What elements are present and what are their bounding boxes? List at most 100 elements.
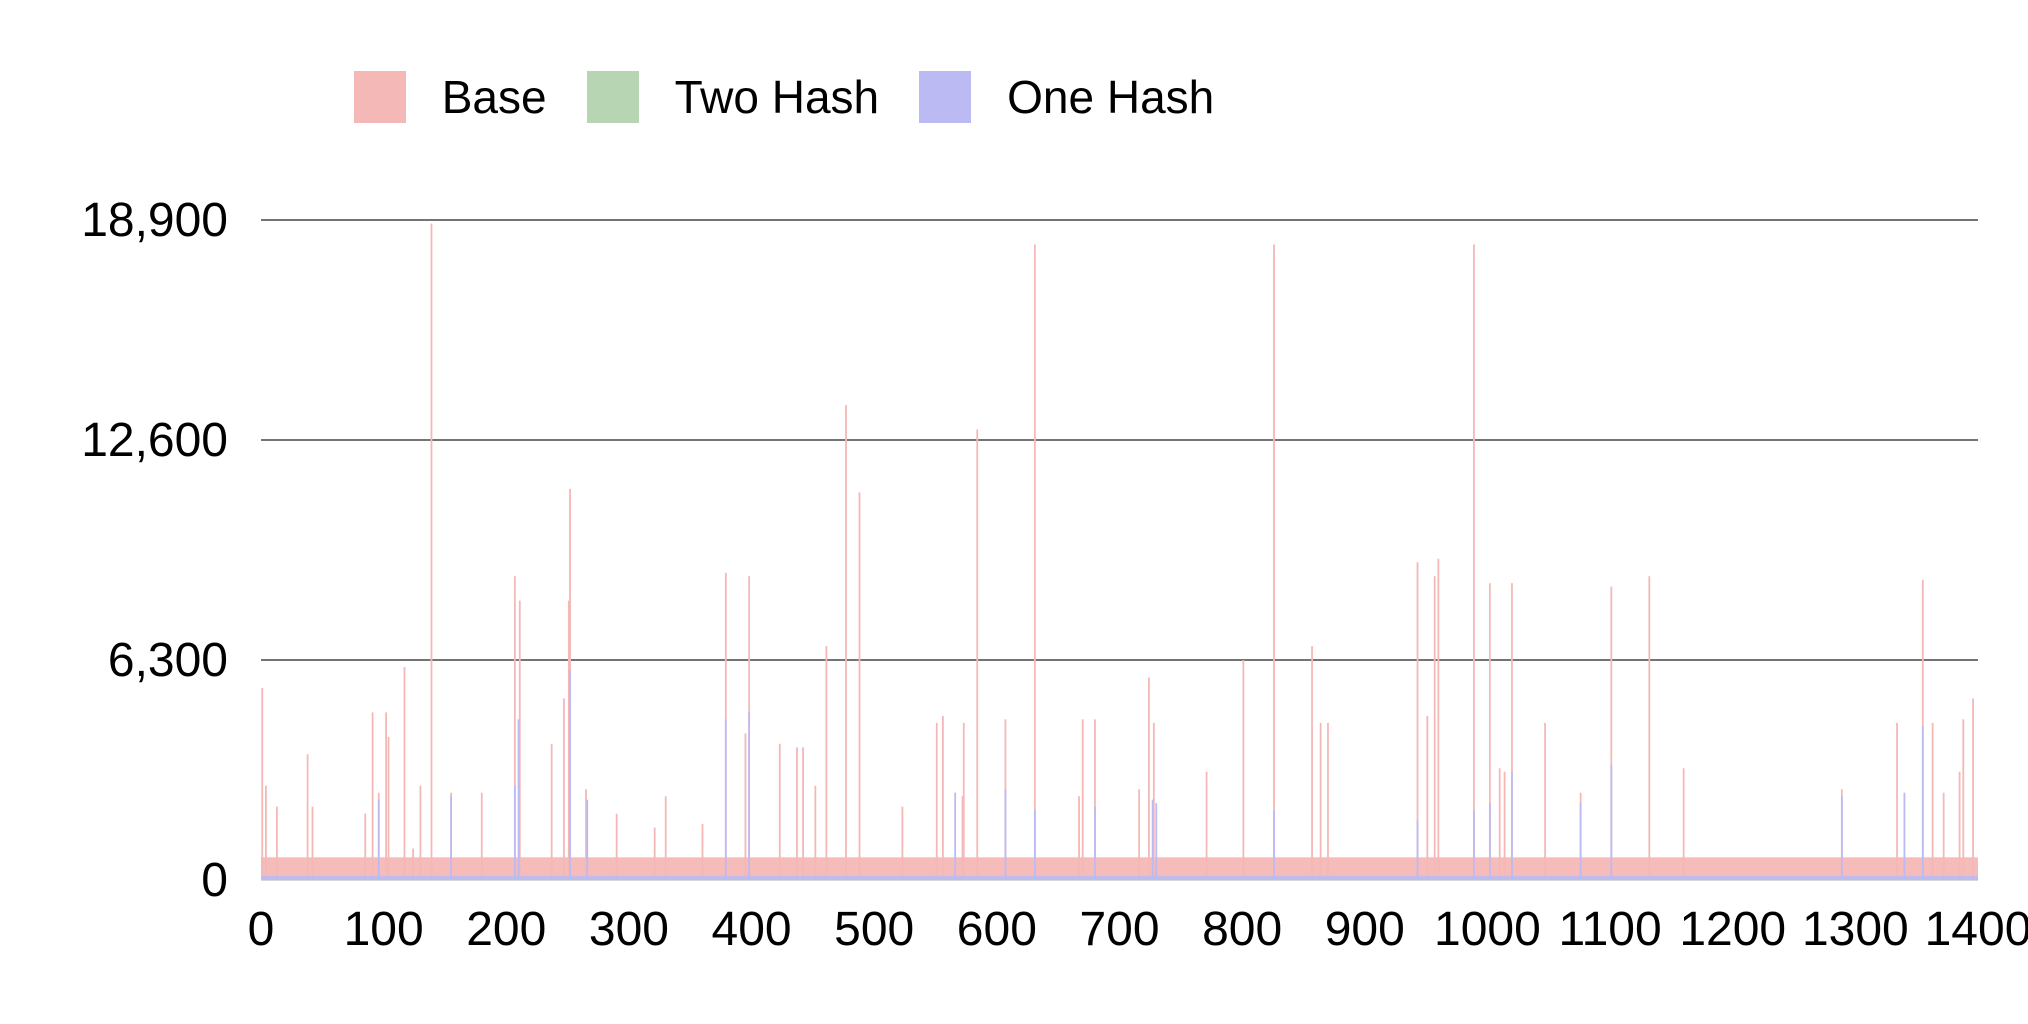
x-tick-label: 300 [589,903,669,956]
bar [364,813,367,880]
bar [1319,722,1322,880]
bar [371,712,374,880]
bar [1311,646,1313,880]
bar [430,223,433,880]
bar [550,743,553,880]
bar [1138,789,1141,880]
bar [858,492,861,880]
bar [962,722,965,880]
bar [1433,576,1436,880]
legend-item-base: Base [353,70,547,124]
bar [377,799,380,880]
x-tick-label: 700 [1079,903,1159,956]
bar-baseline [261,857,1978,880]
bar [814,785,817,880]
legend-swatch-one-hash [919,71,972,123]
y-tick-label: 12,600 [81,414,228,467]
legend-swatch-base [353,71,406,123]
bar [1962,719,1965,880]
x-tick-label: 400 [712,903,792,956]
legend-item-two-hash: Two Hash [586,70,880,124]
y-tick-label: 6,300 [108,634,228,687]
bar [954,792,957,880]
bar [1931,722,1934,880]
bar [1921,726,1924,880]
bar [1416,820,1419,880]
bar [935,722,938,880]
bar [1544,722,1546,880]
bar [653,827,656,880]
bar [1273,244,1275,880]
bar [1273,810,1275,880]
bar [1682,768,1685,880]
legend-label-base: Base [441,71,547,123]
bar [1942,792,1945,880]
bar [744,733,747,880]
bar [265,785,267,880]
bar [1498,768,1501,880]
y-tick-label: 0 [201,854,228,907]
bar [419,785,422,880]
bar [1648,576,1651,880]
bar [1426,715,1429,880]
bar [412,848,414,880]
bar [1004,789,1007,880]
bar [306,754,309,880]
legend-label-one-hash: One Hash [1007,71,1215,123]
legend-swatch-two-hash [586,71,639,123]
x-tick-label: 1100 [1558,903,1661,956]
series-one-hash-bars [261,670,1978,880]
bar [1081,719,1084,880]
bar [961,796,964,880]
x-tick-label: 800 [1202,903,1282,956]
x-tick-label: 500 [834,903,914,956]
bar [845,405,847,880]
bar [563,698,565,880]
bar [976,429,979,880]
y-tick-label: 18,900 [81,194,228,247]
bar [778,743,781,880]
x-tick-label: 0 [248,903,275,956]
bar-baseline [261,875,1978,880]
bar [802,747,804,880]
bar [1327,722,1329,880]
bar [1094,806,1096,880]
chart-legend: Base Two Hash One Hash [0,70,1568,124]
bar [1503,771,1506,880]
bar [1896,722,1898,880]
bar [1610,764,1613,880]
bar [1151,799,1154,880]
bar [1152,722,1155,880]
bar [1078,796,1080,880]
bar [513,785,516,880]
bar [724,719,727,880]
bar [615,813,618,880]
bar [480,792,483,880]
bar [1033,244,1036,880]
bar [1488,803,1491,880]
bar [1094,719,1096,880]
bar [1473,810,1475,880]
x-tick-label: 1400 [1925,903,2028,956]
bar [664,796,667,880]
x-tick-label: 900 [1325,903,1405,956]
x-tick-label: 1000 [1434,903,1541,956]
bar [586,799,589,880]
bar [1488,583,1491,880]
x-tick-label: 1200 [1679,903,1786,956]
x-tick-label: 100 [344,903,424,956]
bar [261,687,264,880]
bar [569,670,571,880]
x-tick-label: 1300 [1802,903,1909,956]
bar [403,666,406,880]
y-axis-ticks: 0 6,300 12,600 18,900 [81,194,228,907]
bar [518,600,521,880]
bar [585,789,587,880]
legend-label-two-hash: Two Hash [674,71,880,123]
bar [1511,583,1513,880]
bar [567,600,570,880]
bar [1242,660,1245,880]
bar [1972,698,1974,880]
bar [748,712,751,880]
